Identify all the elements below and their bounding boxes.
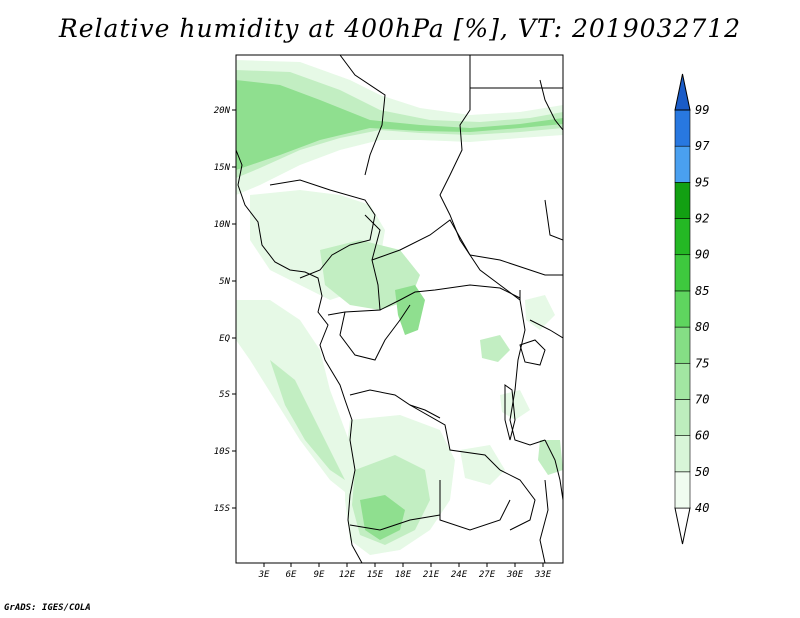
coastline-west <box>236 149 363 563</box>
border-tanzania <box>544 439 563 501</box>
map-frame <box>235 54 564 564</box>
shade-central-north <box>320 240 420 310</box>
border-angola-drc <box>409 404 501 471</box>
lat-labels: 20N 15N 10N 5N EQ 5S 10S 15S <box>214 106 231 514</box>
lat-label: 5N <box>219 277 230 287</box>
border-uganda-kenya <box>529 319 563 339</box>
map-title: Relative humidity at 400hPa [%], VT: 201… <box>58 14 742 43</box>
colorbar-box <box>674 145 691 183</box>
colorbar-box <box>674 471 691 509</box>
border-drc-west <box>349 389 441 419</box>
lon-label: 9E <box>314 570 325 580</box>
colorbar-box <box>674 182 691 219</box>
border-drc-north <box>379 284 521 311</box>
lon-label: 24E <box>451 570 468 580</box>
colorbar-label: 95 <box>695 175 709 189</box>
lon-labels: 3E 6E 9E 12E 15E 18E 21E 24E 27E 30E 33E <box>258 570 552 580</box>
credit-text: GrADS: IGES/COLA <box>4 603 91 613</box>
colorbar-label: 97 <box>695 139 710 153</box>
lat-label: 20N <box>214 106 231 116</box>
border-nigeria <box>269 179 376 279</box>
colorbar-box <box>674 218 691 256</box>
lon-ticks <box>263 563 544 567</box>
lake-victoria <box>519 339 546 366</box>
lat-ticks <box>232 109 236 509</box>
red-sea-coast <box>539 79 563 131</box>
colorbar-box <box>674 254 691 292</box>
lon-label: 30E <box>506 570 524 580</box>
colorbar-box <box>674 399 691 436</box>
colorbar-label: 70 <box>695 392 709 406</box>
colorbar-label: 60 <box>695 429 709 443</box>
lon-label: 27E <box>479 570 496 580</box>
lat-label: 5S <box>219 390 230 400</box>
shade-north-band-strong <box>236 80 563 170</box>
border-libya-sudan <box>439 55 471 256</box>
colorbar-box <box>674 326 691 364</box>
country-borders <box>236 55 563 563</box>
lon-label: 15E <box>367 570 384 580</box>
colorbar-upper-arrow <box>674 73 691 111</box>
colorbar-labels: 40 50 60 70 75 80 85 90 92 95 97 99 <box>695 103 710 515</box>
lat-label: EQ <box>219 334 230 344</box>
colorbar-boxes <box>674 73 691 545</box>
border-zambia <box>499 469 536 531</box>
colorbar-box <box>674 290 691 328</box>
colorbar-label: 50 <box>695 465 709 479</box>
colorbar-label: 80 <box>695 320 709 334</box>
lat-label: 10N <box>214 220 231 230</box>
colorbar-label: 99 <box>695 103 709 117</box>
humidity-shading <box>236 60 563 555</box>
lon-label: 21E <box>423 570 440 580</box>
shade-east-3 <box>538 440 563 475</box>
lon-label: 18E <box>395 570 412 580</box>
border-niger-chad <box>339 55 386 176</box>
colorbar-box <box>674 109 691 147</box>
shade-east-2 <box>500 390 530 420</box>
border-sudan-south <box>469 254 563 276</box>
colorbar-label: 75 <box>695 356 709 370</box>
lon-label: 3E <box>258 570 270 580</box>
border-east-lakes <box>509 299 546 446</box>
colorbar-label: 85 <box>695 284 709 298</box>
border-angola-south <box>349 514 441 531</box>
lat-label: 10S <box>214 447 231 457</box>
colorbar-box <box>674 362 691 400</box>
border-mozambique <box>539 479 549 563</box>
colorbar: 40 50 60 70 75 80 85 90 92 95 97 99 <box>674 73 710 545</box>
border-ethiopia <box>544 199 563 241</box>
colorbar-box <box>674 435 691 473</box>
lat-label: 15S <box>214 504 231 514</box>
lon-label: 33E <box>534 570 552 580</box>
colorbar-lower-arrow <box>674 507 691 545</box>
colorbar-label: 40 <box>695 501 709 515</box>
lon-label: 6E <box>286 570 297 580</box>
border-congo <box>339 304 411 361</box>
colorbar-label: 92 <box>695 212 709 226</box>
shade-east-1 <box>480 335 510 362</box>
lat-label: 15N <box>214 163 231 173</box>
shade-east-4 <box>460 445 505 485</box>
shade-coast-mid <box>270 360 345 480</box>
shade-central-strong <box>395 285 425 335</box>
lon-label: 12E <box>339 570 356 580</box>
lake-tanganyika <box>504 384 516 441</box>
colorbar-label: 90 <box>695 248 709 262</box>
border-namibia-zambia <box>439 480 511 531</box>
